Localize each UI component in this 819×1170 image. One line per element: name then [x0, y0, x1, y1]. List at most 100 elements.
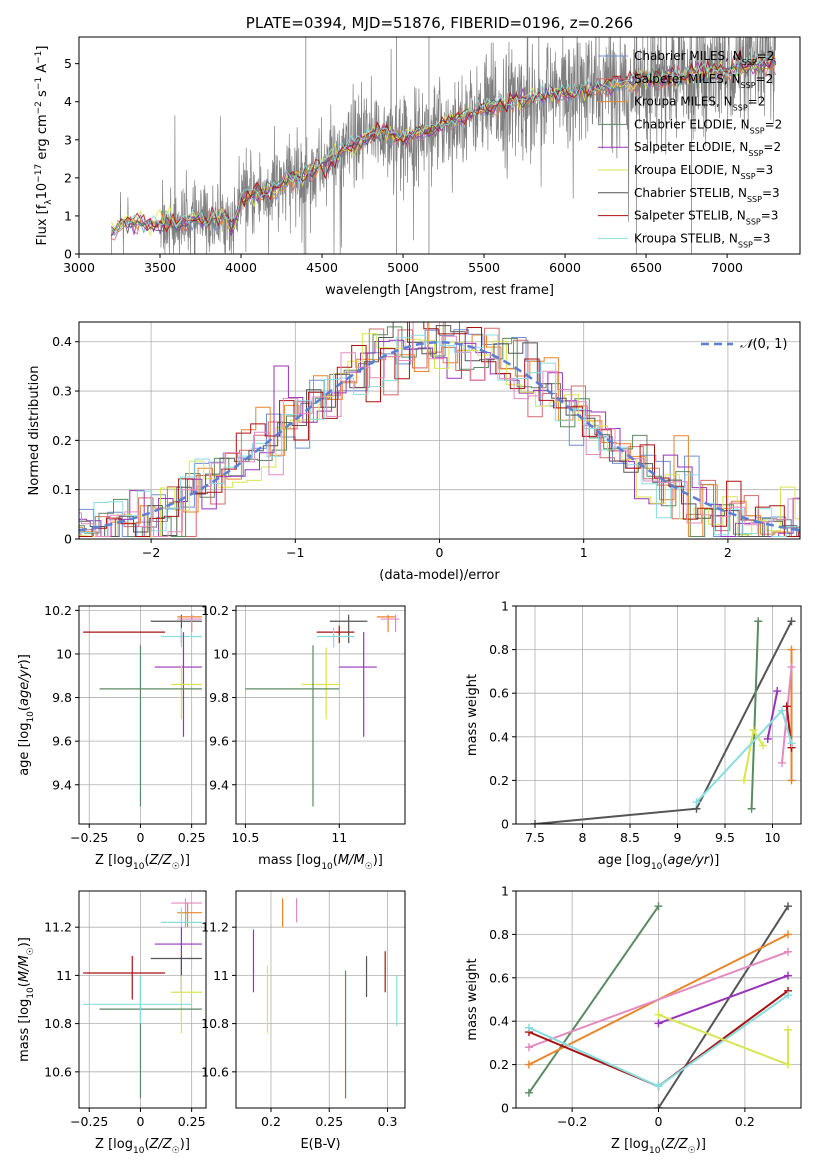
label-part: Z/Z	[149, 1137, 173, 1152]
axes-mass-vs-Z: −0.25 0 0.25 10.6 10.8 11 11.2	[44, 890, 207, 1129]
model-spectrum-line	[111, 52, 776, 233]
plot-area	[83, 898, 202, 1099]
x-tick-label: 1	[580, 545, 588, 560]
point-marker	[524, 1060, 533, 1069]
y-tick-label: 11	[213, 968, 229, 983]
legend-entry: Salpeter ELODIE, NSSP=2	[634, 140, 781, 158]
label-part: −17	[34, 164, 44, 183]
label-part: ]	[35, 46, 50, 51]
weight-line	[695, 708, 793, 803]
x-tick-label: 4500	[306, 260, 338, 275]
histogram-step	[79, 322, 800, 537]
axes-spectrum: 3000 3500 4000 4500 5000 5500 6000 6500 7000 0 1 2 3…	[63, 36, 801, 275]
label-part: Z [log	[95, 1137, 133, 1152]
legend-text: =3	[753, 231, 771, 245]
plot-area	[524, 902, 793, 1108]
legend-text: Kroupa ELODIE, N	[634, 163, 741, 177]
legend-text: Chabrier ELODIE, N	[634, 117, 750, 131]
label-part: (	[144, 853, 149, 868]
legend-entry: 𝒩(0, 1)	[740, 337, 787, 352]
legend-sub: SSP	[741, 172, 756, 181]
label-part: ☉	[365, 862, 373, 872]
x-tick-label: −1	[286, 545, 304, 560]
grid	[79, 322, 800, 540]
label-part: )]	[17, 654, 32, 664]
grid	[236, 606, 405, 824]
x-tick-label: 9	[674, 830, 682, 845]
legend-entry: Kroupa STELIB, NSSP=3	[634, 231, 771, 249]
label-part: 10	[26, 711, 36, 723]
label-part: 10	[321, 862, 333, 872]
y-tick-label: 10.2	[201, 603, 229, 618]
point-marker	[787, 617, 796, 626]
legend-text: Salpeter STELIB, N	[634, 209, 746, 223]
label-part: Z [log	[95, 853, 133, 868]
x-axis-label: E(B-V)	[300, 1137, 340, 1152]
legend-sub: SSP	[733, 103, 748, 112]
point-marker	[531, 820, 539, 824]
y-tick-label: 0.8	[489, 927, 509, 942]
label-part: (	[17, 982, 32, 987]
point-marker	[524, 1088, 533, 1097]
label-part: mass weight	[465, 674, 480, 756]
x-tick-label: 0	[136, 1114, 144, 1129]
y-axis-label: Normed distribution	[27, 366, 42, 496]
x-axis-label: wavelength [Angstrom, rest frame]	[325, 283, 554, 298]
y-tick-label: 0.4	[489, 729, 509, 744]
legend-text: Chabrier MILES, N	[634, 49, 742, 63]
axes-residuals: −2 −1 0 1 2 0 0.1 0.2 0.3 0.4 𝒩(0, 1)	[52, 321, 801, 560]
label-part: Z [log	[611, 1137, 649, 1152]
x-tick-label: 10.5	[231, 830, 259, 845]
y-tick-label: 10.2	[44, 603, 72, 618]
x-tick-label: −0.2	[557, 1114, 587, 1129]
legend-sub: SSP	[738, 240, 753, 249]
point-marker	[778, 758, 786, 767]
x-tick-label: 0.2	[261, 1114, 281, 1129]
y-tick-label: 10	[213, 646, 229, 661]
label-part: age [log	[17, 723, 32, 776]
y-tick-label: 4	[64, 94, 72, 109]
y-tick-label: 9.6	[209, 734, 229, 749]
y-axis-label: mass [log10(M/M☉)]	[17, 937, 36, 1062]
x-tick-label: 0.25	[315, 1114, 343, 1129]
point-marker	[784, 1060, 793, 1069]
weight-line	[658, 1013, 789, 1067]
x-tick-label: 2	[724, 545, 732, 560]
label-part: ☉	[172, 862, 180, 872]
legend-text: =3	[762, 186, 780, 200]
label-part: )]	[17, 937, 32, 947]
point-marker	[747, 804, 756, 813]
histogram-step	[79, 322, 800, 537]
label-part: ☉	[688, 1146, 696, 1156]
x-tick-label: 10	[765, 830, 781, 845]
label-part: erg cm	[35, 114, 50, 163]
legend-text: =2	[765, 117, 783, 131]
y-tick-label: 9.8	[209, 690, 229, 705]
legend-entry: Chabrier ELODIE, NSSP=2	[634, 117, 782, 135]
y-tick-label: 10	[56, 646, 72, 661]
grid	[79, 891, 206, 1108]
point-marker	[784, 902, 793, 911]
axes-age-vs-mass: 10.5 11 9.4 9.6 9.8 10 10.2	[201, 603, 406, 845]
point-marker	[692, 798, 701, 807]
x-tick-label: 9.5	[715, 830, 735, 845]
label-part: )]	[373, 853, 383, 868]
legend-text: (0, 1)	[752, 337, 787, 352]
y-axis-label: Flux [fλ10−17 erg cm−2 s−1 A−1]	[34, 46, 54, 246]
y-tick-label: 11	[56, 968, 72, 983]
x-tick-label: 7000	[711, 260, 743, 275]
point-marker	[754, 617, 763, 626]
point-marker	[784, 930, 793, 939]
axes-age-vs-Z: −0.25 0 0.25 9.4 9.6 9.8 10 10.2	[44, 603, 207, 845]
y-tick-label: 10.6	[201, 1064, 229, 1079]
y-tick-label: 9.4	[52, 777, 72, 792]
label-part: 10	[133, 1146, 145, 1156]
point-marker	[524, 1023, 533, 1032]
legend-sub: SSP	[748, 149, 763, 158]
point-marker	[787, 645, 796, 654]
weight-line	[658, 974, 789, 1025]
y-tick-label: 0.2	[52, 433, 72, 448]
point-marker	[784, 991, 793, 1000]
plot-area	[110, 37, 777, 254]
